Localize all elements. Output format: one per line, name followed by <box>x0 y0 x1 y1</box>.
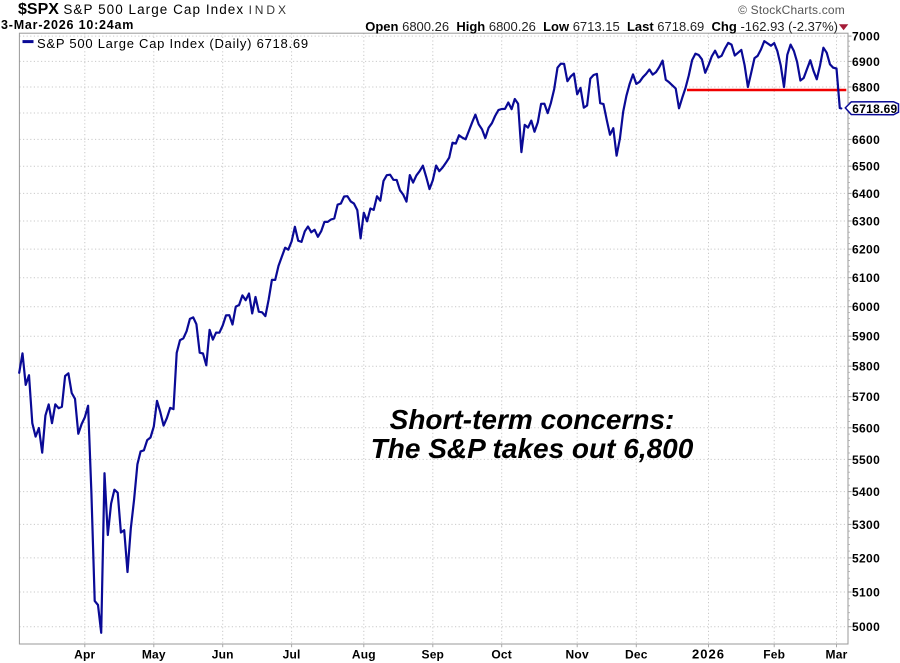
svg-text:Dec: Dec <box>625 648 648 662</box>
svg-text:Jun: Jun <box>212 648 234 662</box>
svg-text:6100: 6100 <box>852 271 880 285</box>
svg-text:Apr: Apr <box>74 648 95 662</box>
svg-text:6300: 6300 <box>852 215 880 229</box>
svg-text:6718.69: 6718.69 <box>852 102 897 116</box>
svg-text:Nov: Nov <box>566 648 589 662</box>
svg-text:6600: 6600 <box>852 133 880 147</box>
svg-text:5400: 5400 <box>852 485 880 499</box>
svg-text:5100: 5100 <box>852 586 880 600</box>
svg-text:5300: 5300 <box>852 518 880 532</box>
svg-text:Jul: Jul <box>283 648 301 662</box>
svg-text:5600: 5600 <box>852 421 880 435</box>
svg-text:5700: 5700 <box>852 390 880 404</box>
svg-text:6500: 6500 <box>852 160 880 174</box>
svg-text:Mar: Mar <box>826 648 848 662</box>
svg-text:5000: 5000 <box>852 620 880 634</box>
svg-text:5800: 5800 <box>852 360 880 374</box>
svg-text:Oct: Oct <box>491 648 512 662</box>
svg-text:5900: 5900 <box>852 330 880 344</box>
svg-text:6800: 6800 <box>852 81 880 95</box>
svg-text:May: May <box>142 648 166 662</box>
svg-text:6000: 6000 <box>852 300 880 314</box>
svg-text:Sep: Sep <box>421 648 444 662</box>
svg-text:Feb: Feb <box>763 648 785 662</box>
svg-text:6400: 6400 <box>852 187 880 201</box>
svg-text:Aug: Aug <box>352 648 376 662</box>
svg-text:5200: 5200 <box>852 551 880 565</box>
svg-text:7000: 7000 <box>852 30 880 44</box>
svg-text:6900: 6900 <box>852 55 880 69</box>
svg-text:5500: 5500 <box>852 453 880 467</box>
svg-text:2026: 2026 <box>692 647 725 662</box>
svg-text:6200: 6200 <box>852 243 880 257</box>
